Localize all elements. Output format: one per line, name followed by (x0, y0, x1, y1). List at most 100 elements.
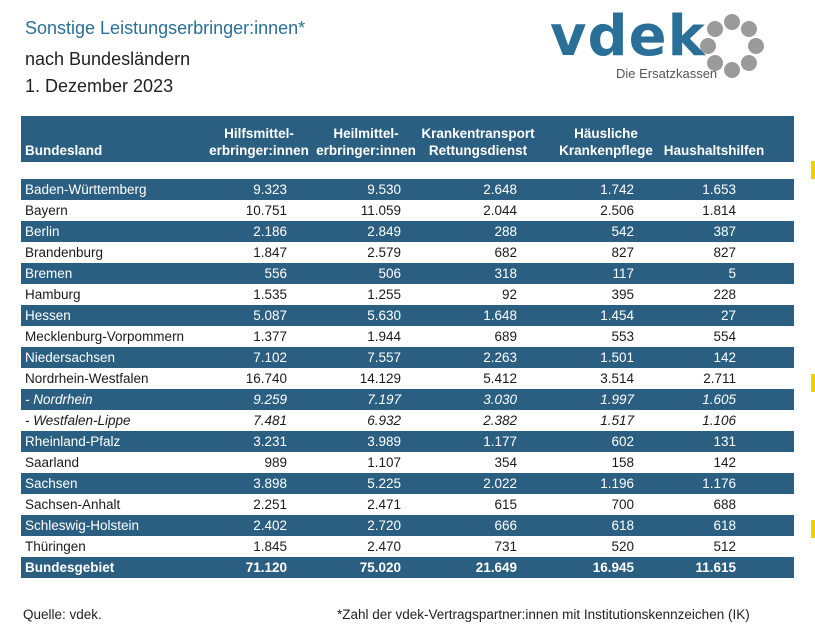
table-cell: 827 (713, 245, 736, 260)
column-header-hilfsmittel: Hilfsmittel-erbringer:innen (209, 126, 309, 158)
table-cell: 2.186 (253, 224, 287, 239)
table-cell: 387 (713, 224, 736, 239)
table-header: Bundesland Hilfsmittel-erbringer:innen H… (21, 116, 794, 162)
table-cell: 2.251 (253, 497, 287, 512)
table-cell: 9.259 (253, 392, 287, 407)
table-cell: 688 (713, 497, 736, 512)
table-row: Bundesgebiet 71.120 75.020 21.649 16.945 11.6… (21, 557, 794, 578)
column-header-heilmittel: Heilmittel-erbringer:innen (316, 126, 416, 158)
table-row: Saarland 989 1.107 354 158 142 (21, 452, 794, 473)
footnote: *Zahl der vdek-Vertragspartner:innen mit… (337, 607, 750, 622)
row-label: Bundesgebiet (25, 560, 115, 575)
table-row: Hessen 5.087 5.630 1.648 1.454 27 (21, 305, 794, 326)
table-cell: 1.605 (702, 392, 736, 407)
table-cell: 618 (611, 518, 634, 533)
logo-dot (700, 38, 716, 54)
table-cell: 92 (501, 287, 517, 302)
logo-dot (740, 21, 757, 38)
table-row: Mecklenburg-Vorpommern 1.377 1.944 689 553 55… (21, 326, 794, 347)
table-cell: 556 (264, 266, 287, 281)
table-cell: 9.323 (253, 182, 287, 197)
row-label: Sachsen-Anhalt (25, 497, 121, 512)
table-row: Baden-Württemberg 9.323 9.530 2.648 1.742 1.6… (21, 179, 794, 200)
page-title: Sonstige Leistungserbringer:innen* (25, 18, 306, 38)
row-label: Saarland (25, 455, 80, 470)
table-cell: 1.742 (600, 182, 634, 197)
column-header-haushaltshilfen: Haushaltshilfen (663, 143, 765, 158)
table-cell: 2.263 (483, 350, 517, 365)
row-label: Niedersachsen (25, 350, 116, 365)
row-label: Thüringen (25, 539, 86, 554)
table-cell: 7.102 (253, 350, 287, 365)
table-cell: 520 (611, 539, 634, 554)
table-cell: 27 (720, 308, 736, 323)
row-label: Baden-Württemberg (25, 182, 147, 197)
row-label: Mecklenburg-Vorpommern (25, 329, 185, 344)
table-cell: 3.231 (253, 434, 287, 449)
table-cell: 1.847 (253, 245, 287, 260)
table-cell: 11.615 (695, 560, 736, 575)
table-row: Thüringen 1.845 2.470 731 520 512 (21, 536, 794, 557)
row-label: Bremen (25, 266, 73, 281)
accent-mark (811, 520, 815, 538)
table-cell: 5.630 (367, 308, 401, 323)
row-label: Rheinland-Pfalz (25, 434, 121, 449)
logo-ring-icon (700, 14, 764, 78)
table-cell: 131 (713, 434, 736, 449)
table-row: Sachsen-Anhalt 2.251 2.471 615 700 688 (21, 494, 794, 515)
table-cell: 2.471 (367, 497, 401, 512)
table-cell: 1.517 (600, 413, 634, 428)
table-cell: 395 (611, 287, 634, 302)
table-cell: 1.106 (702, 413, 736, 428)
table-cell: 542 (611, 224, 634, 239)
table-cell: 1.196 (600, 476, 634, 491)
table-cell: 1.997 (600, 392, 634, 407)
table-cell: 2.711 (703, 371, 736, 386)
table-cell: 7.197 (367, 392, 401, 407)
table-cell: 7.557 (367, 350, 401, 365)
table-row: Hamburg 1.535 1.255 92 395 228 (21, 284, 794, 305)
table-cell: 5 (728, 266, 736, 281)
table-cell: 2.382 (483, 413, 517, 428)
table-cell: 2.720 (367, 518, 401, 533)
logo-dot (707, 54, 724, 71)
table-cell: 1.535 (253, 287, 287, 302)
table-cell: 602 (611, 434, 634, 449)
vdek-logo: vdek Die Ersatzkassen (550, 4, 780, 88)
table-cell: 615 (494, 497, 517, 512)
table-row: Niedersachsen 7.102 7.557 2.263 1.501 142 (21, 347, 794, 368)
table-cell: 1.944 (367, 329, 401, 344)
table-cell: 5.225 (367, 476, 401, 491)
page-subtitle: nach Bundesländern (25, 49, 191, 69)
table-row: Schleswig-Holstein 2.402 2.720 666 618 618 (21, 515, 794, 536)
table-cell: 1.107 (367, 455, 401, 470)
table-cell: 2.022 (483, 476, 517, 491)
table-cell: 2.402 (253, 518, 287, 533)
table-cell: 2.506 (600, 203, 634, 218)
table-cell: 553 (611, 329, 634, 344)
table-body: Baden-Württemberg 9.323 9.530 2.648 1.742 1.6… (21, 179, 794, 578)
table-cell: 3.030 (483, 392, 517, 407)
table-cell: 75.020 (359, 560, 401, 575)
row-label: - Nordrhein (25, 392, 93, 407)
table-cell: 2.648 (483, 182, 517, 197)
table-cell: 3.898 (253, 476, 287, 491)
logo-dot (724, 14, 740, 30)
table-cell: 2.470 (367, 539, 401, 554)
table-cell: 731 (494, 539, 517, 554)
table-cell: 554 (713, 329, 736, 344)
table-cell: 700 (611, 497, 634, 512)
row-label: Sachsen (25, 476, 78, 491)
table-cell: 7.481 (253, 413, 287, 428)
table-cell: 3.514 (600, 371, 634, 386)
logo-dot (707, 21, 724, 38)
table-cell: 354 (494, 455, 517, 470)
table-cell: 21.649 (475, 560, 517, 575)
table-cell: 2.849 (367, 224, 401, 239)
table-cell: 142 (713, 455, 736, 470)
row-label: Schleswig-Holstein (25, 518, 140, 533)
table-cell: 228 (713, 287, 736, 302)
column-header-krankentransport: Krankentransport Rettungsdienst (421, 126, 535, 158)
table-cell: 666 (494, 518, 517, 533)
row-label: Brandenburg (25, 245, 104, 260)
